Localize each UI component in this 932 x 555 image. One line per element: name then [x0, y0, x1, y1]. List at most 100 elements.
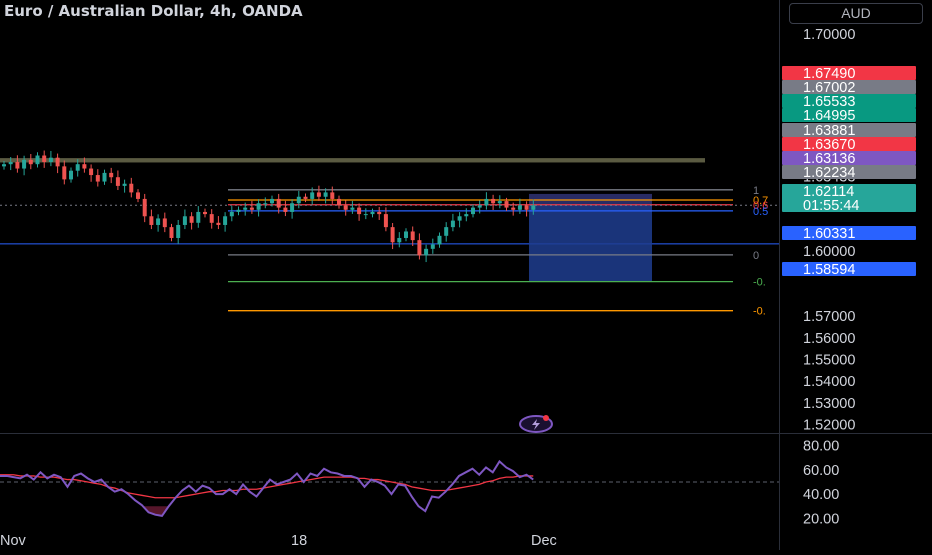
- candle-body: [162, 218, 167, 228]
- candle-body: [129, 183, 134, 193]
- candle-body: [28, 159, 33, 165]
- rsi-ma-line: [0, 474, 534, 499]
- candle-body: [95, 175, 100, 182]
- price-label-bg: [782, 108, 916, 122]
- candle-body: [243, 207, 248, 210]
- price-label-bg: [782, 66, 916, 80]
- candle-body: [109, 172, 114, 178]
- candle-body: [343, 205, 348, 210]
- candle-body: [263, 203, 268, 205]
- rsi-line: [0, 459, 534, 517]
- candle-body: [236, 209, 241, 212]
- candle-body: [223, 216, 228, 225]
- price-label-value: 1.63881: [803, 123, 855, 139]
- price-label-value: 1.62114: [803, 184, 854, 200]
- price-axis-tick: 1.54000: [803, 374, 855, 390]
- price-label-bg: [782, 80, 916, 94]
- price-label-bg: [782, 151, 916, 165]
- time-axis: Nov 18 Dec: [0, 533, 557, 549]
- candle-body: [484, 198, 489, 206]
- price-label-value: 1.64995: [803, 108, 855, 124]
- price-labels: 1.674901.670021.655331.649951.638811.636…: [782, 66, 916, 278]
- candle-body: [270, 198, 274, 204]
- candle-body: [209, 214, 214, 223]
- fib-level-label: -0.: [753, 306, 766, 318]
- candle-body: [450, 220, 455, 228]
- candle-body: [424, 248, 429, 256]
- candle-body: [102, 172, 107, 182]
- candle-body: [310, 192, 315, 199]
- candle-body: [276, 198, 281, 208]
- candle-body: [22, 159, 27, 169]
- candle-body: [42, 155, 47, 163]
- price-label-value: 1.60331: [803, 226, 855, 242]
- price-label-bg: [782, 165, 916, 179]
- candle-body: [169, 227, 174, 238]
- candle-body: [377, 211, 382, 215]
- price-label-bg: [782, 123, 916, 137]
- candle-body: [229, 211, 234, 217]
- price-label-bg: [782, 262, 916, 276]
- candle-body: [283, 207, 288, 212]
- candle-body: [363, 214, 368, 216]
- price-label-bg: [782, 184, 916, 212]
- candle-body: [383, 214, 388, 228]
- price-axis-tick: 1.57000: [803, 309, 855, 325]
- candle-body: [15, 162, 20, 169]
- candle-body: [82, 164, 87, 169]
- candle-body: [89, 168, 94, 176]
- price-axis-tick: 1.53000: [803, 396, 855, 412]
- price-label-value: 1.67002: [803, 80, 855, 96]
- candle-body: [511, 207, 516, 210]
- candle-body: [122, 183, 127, 186]
- candle-body: [176, 224, 181, 238]
- fib-level-label: 0.6: [753, 200, 768, 212]
- candle-body: [316, 192, 321, 197]
- candle-body: [35, 155, 40, 165]
- candle-body: [156, 218, 161, 225]
- time-axis-tick: Nov: [0, 533, 27, 549]
- candle-body: [477, 205, 482, 208]
- lightning-logo-icon[interactable]: [519, 415, 553, 433]
- resistance-zone: [0, 158, 705, 163]
- candle-body: [55, 157, 60, 167]
- candle-body: [216, 222, 221, 225]
- price-axis-tick: 1.56000: [803, 331, 855, 347]
- price-label-value: 1.63670: [803, 137, 855, 153]
- fib-level-label: 0: [753, 250, 759, 262]
- candle-body: [497, 201, 502, 204]
- candle-body: [517, 205, 522, 210]
- price-axis-tick: 1.70000: [803, 27, 855, 43]
- candle-body: [303, 196, 308, 199]
- candle-body: [256, 203, 261, 210]
- candle-body: [471, 207, 475, 215]
- candle-body: [464, 214, 469, 217]
- candle-body: [8, 162, 13, 165]
- candle-body: [330, 192, 335, 199]
- price-label-bg: [782, 94, 916, 108]
- rsi-axis-tick: 60.00: [803, 463, 839, 479]
- candle-body: [437, 235, 442, 245]
- price-label-value: 1.62234: [803, 165, 855, 181]
- rsi-pane: [0, 459, 779, 517]
- price-label-value: 1.58594: [803, 262, 855, 278]
- currency-button[interactable]: AUD: [789, 3, 923, 24]
- candle-body: [404, 231, 408, 238]
- rsi-axis-tick: 40.00: [803, 487, 839, 503]
- price-pane: 10.70.60.5 0 -0. -0.: [0, 150, 779, 318]
- candle-body: [182, 216, 187, 225]
- price-label-value: 1.63136: [803, 151, 855, 167]
- price-label-countdown: 01:55:44: [803, 198, 859, 214]
- candle-body: [430, 244, 435, 249]
- candle-body: [491, 198, 496, 204]
- time-axis-tick: Dec: [531, 533, 557, 549]
- candle-body: [370, 211, 375, 215]
- candle-body: [457, 216, 462, 221]
- rsi-axis-tick: 80.00: [803, 439, 839, 455]
- candle-body: [69, 170, 73, 180]
- price-label-value: 1.65533: [803, 94, 855, 110]
- price-label-value: 1.67490: [803, 66, 855, 82]
- candle-body: [444, 227, 449, 236]
